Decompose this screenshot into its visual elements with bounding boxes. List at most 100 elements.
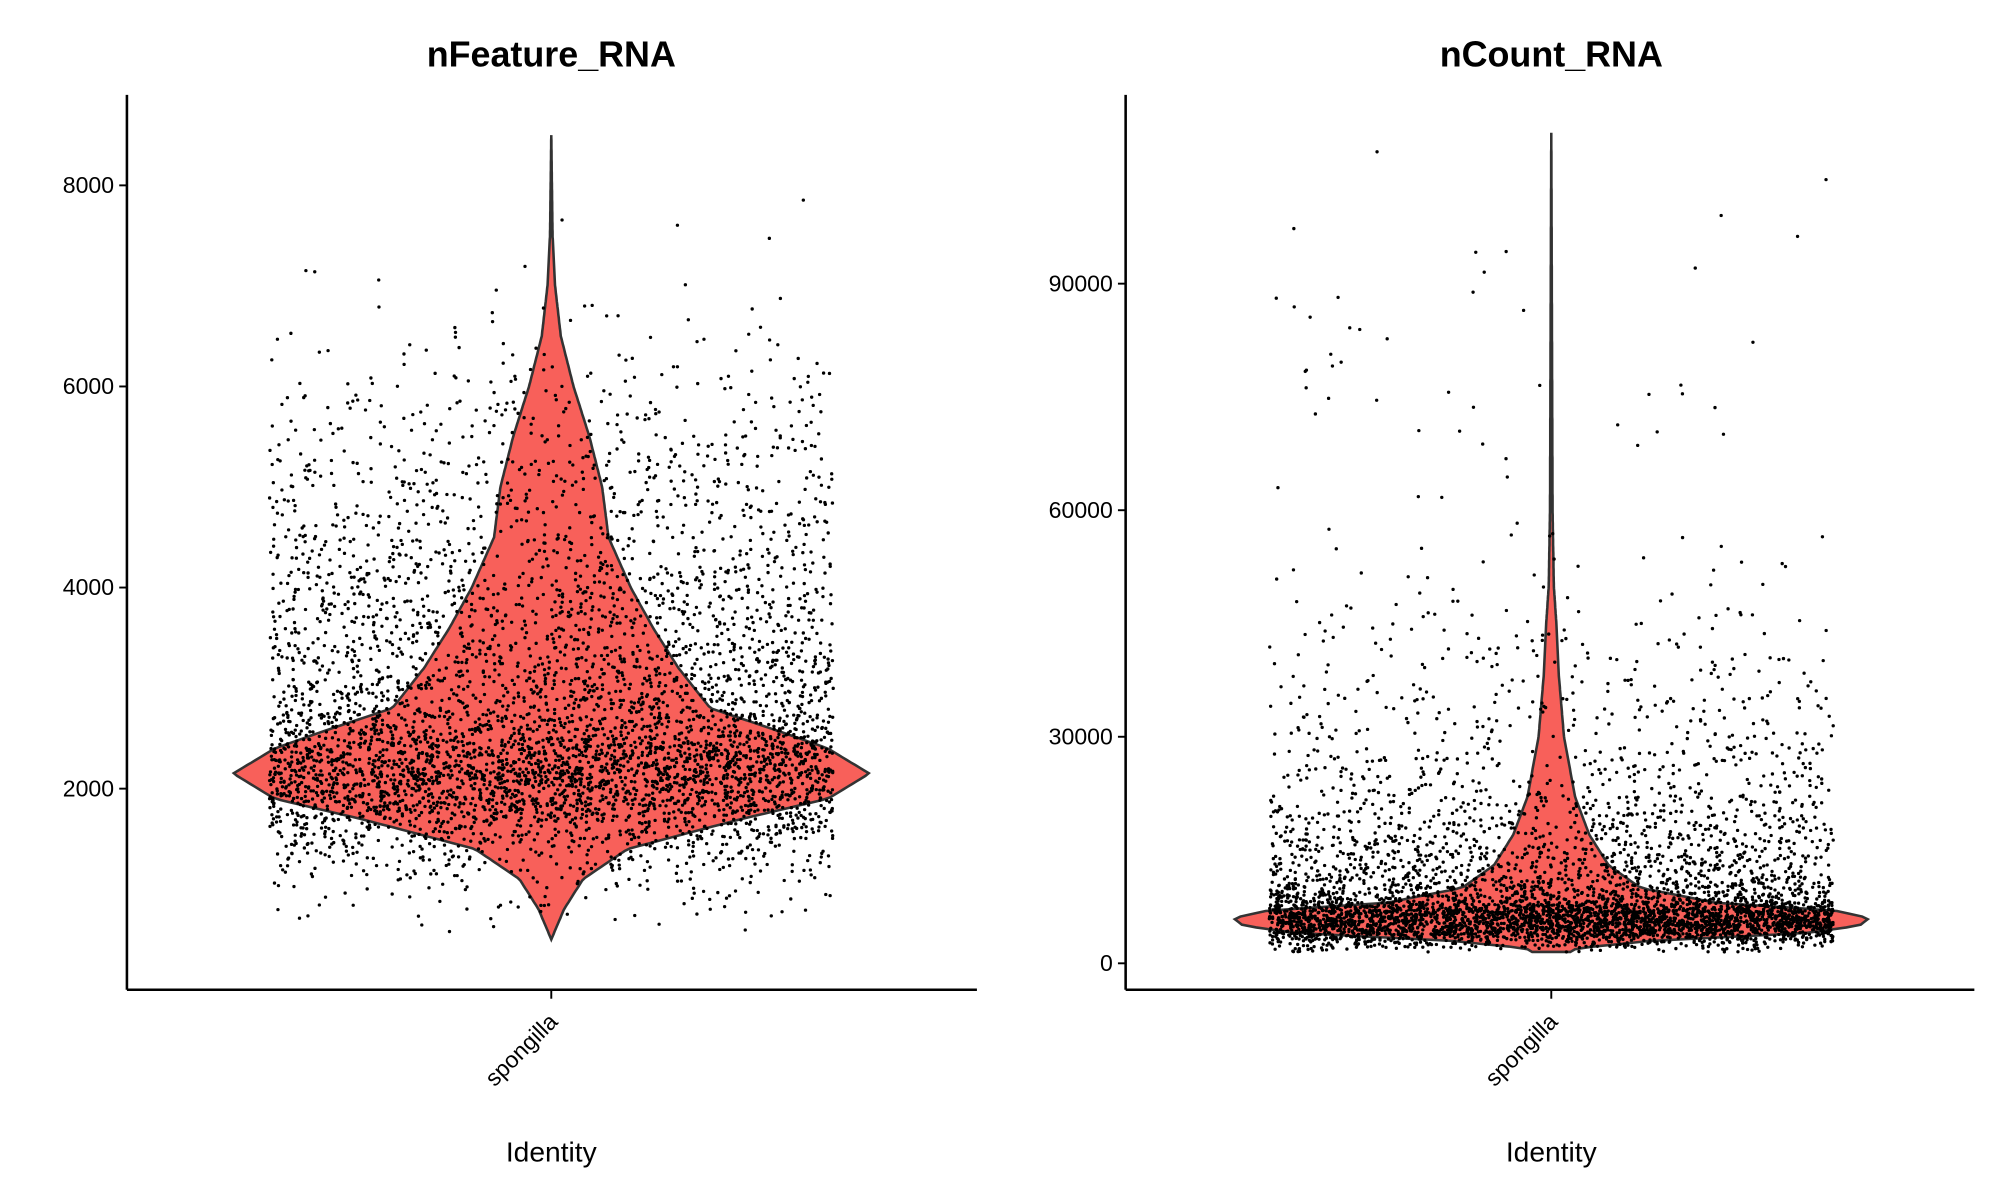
data-point	[398, 799, 402, 804]
data-point	[549, 811, 553, 815]
data-point	[766, 547, 770, 552]
data-point	[761, 531, 765, 536]
data-point	[310, 549, 314, 553]
data-point	[672, 810, 676, 814]
data-point	[299, 713, 303, 717]
data-point	[390, 642, 395, 647]
data-point	[482, 562, 486, 567]
data-point	[632, 724, 637, 728]
data-point	[313, 659, 318, 663]
data-point	[815, 361, 819, 366]
data-point	[483, 860, 487, 865]
data-point	[319, 812, 323, 816]
data-point	[530, 557, 535, 561]
data-point	[587, 734, 591, 739]
data-point	[385, 601, 389, 605]
data-point	[691, 806, 695, 811]
data-point	[346, 606, 350, 611]
data-point	[467, 857, 472, 861]
data-point	[808, 790, 812, 794]
data-point	[645, 808, 650, 813]
data-point	[643, 828, 648, 832]
data-point	[335, 513, 340, 517]
data-point	[767, 236, 772, 240]
data-point	[661, 700, 665, 705]
data-point	[462, 644, 467, 648]
data-point	[408, 807, 412, 812]
data-point	[397, 521, 402, 526]
data-point	[450, 811, 454, 815]
data-point	[677, 743, 681, 748]
data-point	[483, 675, 487, 679]
data-point	[807, 750, 811, 754]
data-point	[469, 771, 474, 775]
data-point	[768, 758, 772, 763]
data-point	[283, 627, 288, 631]
data-point	[342, 525, 347, 529]
data-point	[381, 753, 385, 758]
data-point	[445, 516, 450, 520]
data-point	[811, 830, 815, 835]
data-point	[328, 558, 332, 562]
data-point	[286, 857, 290, 861]
data-point	[780, 683, 784, 688]
data-point	[313, 470, 317, 474]
data-point	[311, 641, 315, 645]
data-point	[544, 758, 548, 762]
data-point	[603, 559, 608, 564]
data-point	[807, 637, 811, 641]
data-point	[580, 656, 584, 660]
data-point	[518, 868, 523, 872]
data-point	[678, 783, 682, 787]
data-point	[672, 801, 677, 806]
data-point	[535, 727, 539, 732]
data-point	[599, 695, 603, 699]
data-point	[740, 655, 744, 659]
data-point	[282, 792, 286, 796]
data-point	[513, 794, 517, 799]
data-point	[709, 676, 713, 680]
data-point	[430, 743, 434, 747]
data-point	[268, 824, 272, 829]
data-point	[669, 479, 673, 483]
data-point	[467, 541, 471, 546]
data-point	[421, 719, 425, 723]
data-point	[457, 548, 462, 553]
data-point	[687, 718, 691, 722]
data-point	[434, 429, 438, 433]
data-point	[748, 538, 753, 543]
data-point	[733, 828, 737, 832]
data-point	[738, 835, 742, 840]
data-point	[702, 697, 707, 702]
data-point	[300, 780, 304, 785]
data-point	[461, 673, 465, 677]
data-point	[574, 480, 578, 484]
data-point	[791, 437, 795, 442]
data-point	[751, 856, 756, 861]
data-point	[417, 707, 421, 711]
data-point	[277, 443, 281, 447]
data-point	[297, 860, 302, 864]
data-point	[808, 570, 813, 574]
data-point	[271, 572, 275, 576]
data-point	[505, 762, 509, 767]
data-point	[716, 484, 720, 488]
data-point	[320, 821, 325, 825]
data-point	[371, 526, 376, 530]
data-point	[581, 476, 586, 481]
data-point	[278, 742, 282, 747]
data-point	[408, 761, 412, 765]
data-point	[509, 769, 513, 774]
data-point	[467, 571, 471, 575]
data-point	[431, 673, 436, 678]
data-point	[692, 554, 697, 558]
data-point	[483, 419, 487, 423]
data-point	[494, 817, 498, 821]
data-point	[618, 621, 622, 625]
data-point	[654, 838, 658, 843]
data-point	[575, 559, 580, 563]
data-point	[785, 811, 789, 815]
data-point	[690, 896, 694, 900]
data-point	[717, 808, 721, 812]
data-point	[609, 509, 613, 514]
